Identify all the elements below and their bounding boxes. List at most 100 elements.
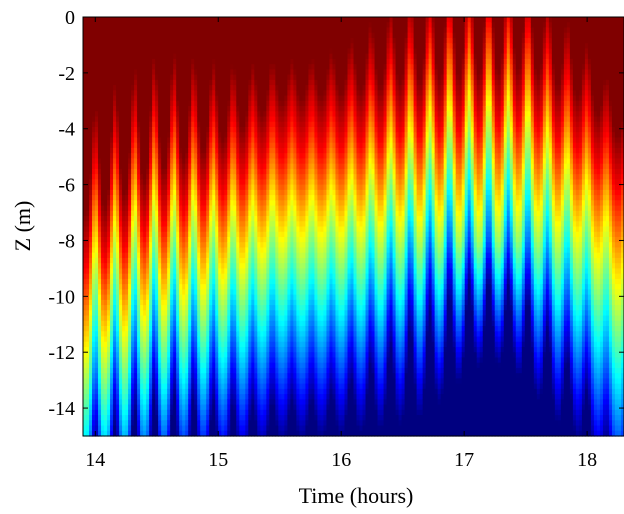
heatmap-cell [101, 415, 105, 421]
heatmap-cell [92, 420, 96, 427]
heatmap-cell [95, 352, 99, 359]
heatmap-cell [89, 174, 93, 180]
heatmap-cell [92, 43, 96, 50]
heatmap-cell [104, 174, 108, 180]
heatmap-cell [83, 100, 87, 107]
heatmap-cell [101, 326, 105, 332]
heatmap-cell [101, 331, 105, 338]
heatmap-cell [116, 58, 120, 65]
heatmap-cell [86, 64, 90, 70]
heatmap-cell [89, 32, 93, 39]
heatmap-cell [101, 95, 105, 102]
heatmap-cell [107, 205, 111, 212]
heatmap-cell [107, 32, 111, 39]
heatmap-cell [104, 64, 108, 70]
plot-area [83, 17, 624, 437]
heatmap-cell [113, 79, 117, 86]
heatmap-cell [83, 90, 87, 97]
heatmap-cell [89, 378, 93, 385]
heatmap-cell [113, 216, 117, 222]
heatmap-cell [86, 320, 90, 327]
heatmap-cell [89, 153, 93, 160]
heatmap-cell [92, 336, 96, 343]
heatmap-cell [89, 346, 93, 353]
heatmap-cell [104, 184, 108, 191]
heatmap-cell [113, 85, 117, 91]
heatmap-cell [101, 53, 105, 60]
heatmap-cell [101, 310, 105, 317]
heatmap-cell [92, 53, 96, 60]
heatmap-cell [98, 257, 102, 264]
heatmap-cell [95, 310, 99, 317]
heatmap-cell [104, 163, 108, 170]
heatmap-cell [89, 184, 93, 191]
heatmap-cell [95, 147, 99, 154]
heatmap-cell [95, 43, 99, 50]
heatmap-cell [98, 362, 102, 369]
heatmap-cell [104, 142, 108, 149]
heatmap-cell [95, 357, 99, 364]
heatmap-cell [104, 430, 108, 437]
heatmap-cell [107, 236, 111, 243]
heatmap-cell [86, 341, 90, 348]
heatmap-cell [98, 315, 102, 322]
heatmap-cell [110, 64, 114, 70]
heatmap-cell [98, 357, 102, 364]
heatmap-cell [116, 64, 120, 70]
heatmap-cell [113, 189, 117, 196]
heatmap-cell [86, 116, 90, 123]
heatmap-cell [83, 294, 87, 301]
heatmap-cell [110, 168, 114, 175]
heatmap-cell [110, 205, 114, 212]
heatmap-cell [104, 409, 108, 416]
heatmap-cell [92, 163, 96, 170]
heatmap-cell [113, 179, 117, 186]
heatmap-cell [86, 326, 90, 332]
heatmap-cell [107, 289, 111, 296]
heatmap-cell [83, 116, 87, 123]
heatmap-cell [86, 299, 90, 306]
heatmap-cell [86, 69, 90, 76]
heatmap-cell [98, 53, 102, 60]
heatmap-cell [104, 268, 108, 275]
heatmap-cell [113, 48, 117, 55]
heatmap-cell [89, 27, 93, 34]
heatmap-cell [98, 326, 102, 332]
heatmap-cell [107, 95, 111, 102]
heatmap-cell [95, 111, 99, 118]
heatmap-cell [104, 315, 108, 322]
heatmap-cell [107, 242, 111, 249]
heatmap-cell [83, 326, 87, 332]
heatmap-cell [86, 195, 90, 201]
heatmap-cell [98, 79, 102, 86]
heatmap-cell [98, 216, 102, 222]
heatmap-cell [83, 420, 87, 427]
heatmap-cell [83, 362, 87, 369]
heatmap-cell [86, 100, 90, 107]
heatmap-cell [86, 210, 90, 217]
heatmap-cell [107, 195, 111, 201]
heatmap-cell [110, 147, 114, 154]
heatmap-cell [98, 163, 102, 170]
heatmap-cell [95, 126, 99, 133]
heatmap-cell [113, 373, 117, 379]
heatmap-cell [104, 126, 108, 133]
heatmap-cell [95, 278, 99, 285]
heatmap-cell [101, 64, 105, 70]
heatmap-cell [110, 284, 114, 290]
heatmap-cell [110, 90, 114, 97]
heatmap-cell [98, 111, 102, 118]
heatmap-cell [98, 284, 102, 290]
heatmap-cell [107, 132, 111, 139]
heatmap-cell [110, 163, 114, 170]
heatmap-cell [86, 153, 90, 160]
heatmap-cell [86, 168, 90, 175]
heatmap-cell [86, 121, 90, 128]
heatmap-cell [95, 95, 99, 102]
heatmap-cell [107, 247, 111, 254]
heatmap-cell [107, 58, 111, 65]
heatmap-cell [83, 195, 87, 201]
heatmap-cell [89, 111, 93, 118]
heatmap-cell [92, 69, 96, 76]
heatmap-cell [92, 153, 96, 160]
